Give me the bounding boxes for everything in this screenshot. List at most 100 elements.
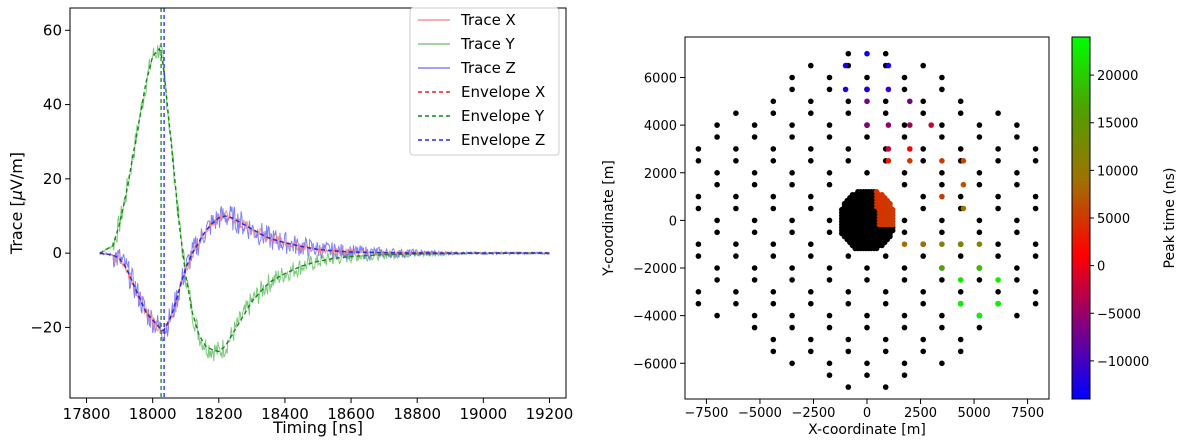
y-tick-label: 2000 <box>644 167 677 182</box>
legend-label: Envelope Y <box>461 107 545 125</box>
antenna-point <box>957 253 964 259</box>
antenna-point <box>826 122 833 128</box>
trace-line-trace-z <box>99 205 550 342</box>
antenna-point <box>976 229 983 236</box>
legend-label: Envelope Z <box>461 131 545 149</box>
antenna-point <box>901 324 908 331</box>
antenna-point <box>864 170 870 176</box>
colored-antenna-point <box>864 98 870 105</box>
antenna-point <box>826 360 833 367</box>
antenna-point <box>957 193 964 200</box>
y-tick-label: 4000 <box>644 119 677 134</box>
colored-antenna-point <box>842 62 849 69</box>
antenna-point <box>995 110 1001 116</box>
colored-antenna-point <box>939 265 945 271</box>
antenna-point <box>789 86 795 93</box>
antenna-point <box>695 289 702 295</box>
antenna-point <box>882 110 889 116</box>
x-axis-label: X-coordinate [m] <box>808 422 926 438</box>
antenna-point <box>1032 253 1039 259</box>
antenna-point <box>770 98 777 105</box>
antenna-point <box>995 205 1001 212</box>
antenna-point <box>882 336 889 343</box>
antenna-point <box>976 324 983 331</box>
antenna-point <box>789 217 795 224</box>
antenna-point <box>845 253 852 259</box>
antenna-point <box>957 98 964 105</box>
envelope-line-envelope-z <box>99 215 550 332</box>
antenna-point <box>1014 312 1020 319</box>
y-axis-label-prefix: Trace [ <box>7 200 26 255</box>
antenna-point <box>789 181 795 188</box>
colorbar-tick-label: 0 <box>1097 260 1105 275</box>
antenna-point <box>714 122 720 128</box>
antenna-point <box>845 50 852 57</box>
antenna-point <box>751 265 758 271</box>
antenna-point <box>901 277 908 283</box>
antenna-point <box>808 146 814 152</box>
antenna-point <box>845 146 852 152</box>
antenna-point <box>789 277 795 283</box>
colored-antenna-point <box>885 158 892 164</box>
colored-antenna-point <box>960 205 967 212</box>
antenna-point <box>733 300 739 307</box>
antenna-point <box>901 134 908 140</box>
antenna-point <box>826 277 833 283</box>
antenna-point <box>1014 134 1020 140</box>
colored-antenna-point <box>920 241 926 247</box>
colored-antenna-point <box>995 300 1001 307</box>
antenna-point <box>845 384 852 390</box>
antenna-point <box>920 158 926 164</box>
antenna-point <box>808 300 814 307</box>
antenna-point <box>751 181 758 188</box>
antenna-point <box>714 217 720 224</box>
antenna-point <box>751 170 758 176</box>
antenna-point <box>939 217 945 224</box>
antenna-point <box>845 348 852 355</box>
antenna-point <box>826 324 833 331</box>
antenna-point <box>939 324 945 331</box>
antenna-point <box>1032 289 1039 295</box>
antenna-point <box>939 229 945 236</box>
antenna-point <box>920 336 926 343</box>
antenna-point <box>695 253 702 259</box>
antenna-point <box>920 289 926 295</box>
y-tick-label: 60 <box>43 21 62 39</box>
legend-label: Envelope X <box>461 83 545 101</box>
antenna-point <box>733 110 739 116</box>
antenna-point <box>976 134 983 140</box>
antenna-point <box>882 289 889 295</box>
antenna-layer <box>695 50 1039 390</box>
y-tick-label: −6000 <box>633 357 677 372</box>
antenna-point <box>808 205 814 212</box>
antenna-point <box>770 110 777 116</box>
antenna-point <box>695 193 702 200</box>
antenna-point <box>770 241 777 247</box>
colorbar-tick-label: −5000 <box>1097 307 1141 322</box>
colorbar <box>1071 36 1091 400</box>
antenna-point <box>751 312 758 319</box>
antenna-point <box>901 360 908 367</box>
envelope-line-envelope-y <box>99 47 550 353</box>
antenna-point <box>714 312 720 319</box>
antenna-point <box>826 312 833 319</box>
x-tick-label: 0 <box>863 406 871 421</box>
antenna-point <box>789 360 795 367</box>
antenna-point <box>957 289 964 295</box>
antenna-point <box>826 372 833 379</box>
antenna-point <box>939 312 945 319</box>
antenna-point <box>864 360 870 367</box>
y-axis-label: Trace [μV/m] <box>7 152 26 255</box>
y-tick-label: 0 <box>669 214 677 229</box>
y-tick-label: 40 <box>43 96 62 114</box>
antenna-point <box>826 217 833 224</box>
colored-antenna-point <box>907 158 913 164</box>
colorbar-tick-label: 10000 <box>1097 164 1138 179</box>
antenna-point <box>1032 158 1039 164</box>
antenna-point <box>770 205 777 212</box>
antenna-point <box>920 110 926 116</box>
antenna-point <box>845 158 852 164</box>
x-tick-label: 18000 <box>129 405 177 423</box>
antenna-point <box>695 241 702 247</box>
antenna-point <box>826 134 833 140</box>
